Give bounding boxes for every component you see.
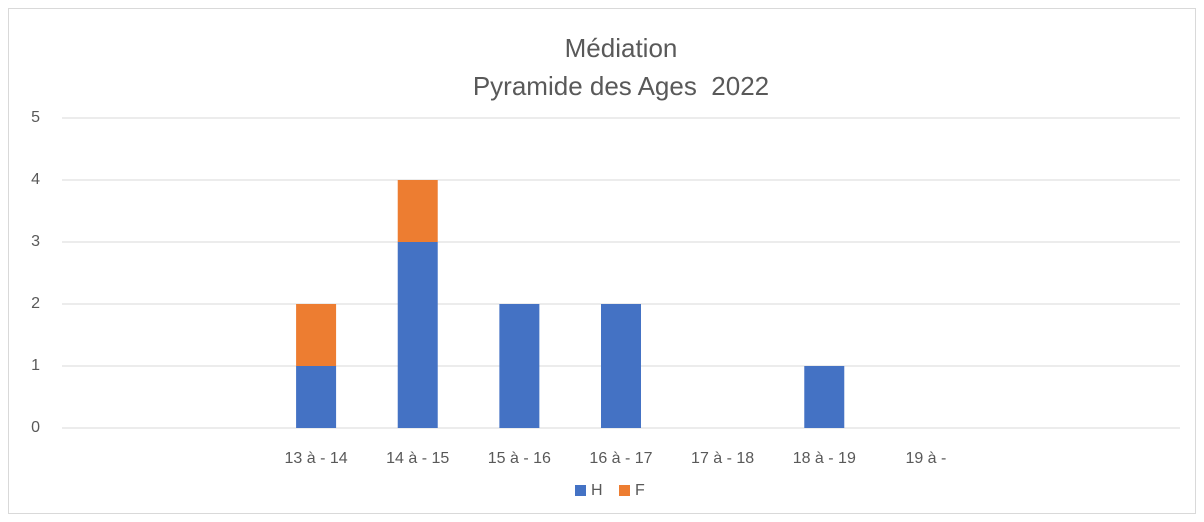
y-tick-label: 0 bbox=[31, 419, 40, 436]
bar bbox=[296, 304, 337, 366]
legend-swatch bbox=[575, 485, 586, 496]
x-tick-label: 19 à - bbox=[905, 450, 946, 467]
x-tick-label: 16 à - 17 bbox=[589, 450, 652, 467]
legend-label: F bbox=[635, 482, 645, 499]
y-tick-label: 5 bbox=[31, 109, 40, 126]
x-tick-label: 17 à - 18 bbox=[691, 450, 754, 467]
bar bbox=[397, 180, 438, 242]
bar bbox=[296, 366, 337, 428]
legend-swatch bbox=[619, 485, 630, 496]
chart-title: Médiation bbox=[565, 33, 678, 63]
bar bbox=[397, 242, 438, 428]
chart-subtitle: Pyramide des Ages 2022 bbox=[473, 71, 769, 101]
x-tick-label: 14 à - 15 bbox=[386, 450, 449, 467]
bar bbox=[804, 366, 845, 428]
bar bbox=[601, 304, 641, 428]
y-tick-label: 4 bbox=[31, 171, 40, 188]
y-tick-label: 2 bbox=[31, 295, 40, 312]
y-tick-label: 1 bbox=[31, 357, 40, 374]
x-tick-label: 18 à - 19 bbox=[793, 450, 856, 467]
y-tick-label: 3 bbox=[31, 233, 40, 250]
x-tick-label: 13 à - 14 bbox=[285, 450, 348, 467]
legend-label: H bbox=[591, 482, 603, 499]
bar bbox=[499, 304, 540, 428]
chart-border bbox=[8, 8, 1196, 514]
x-tick-label: 15 à - 16 bbox=[488, 450, 551, 467]
